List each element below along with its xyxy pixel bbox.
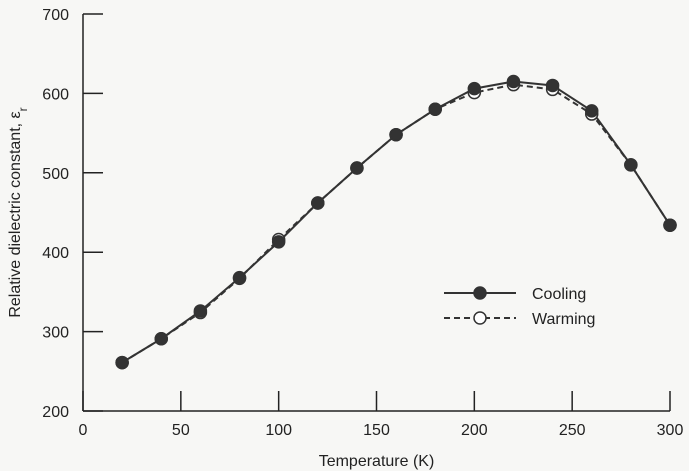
x-tick-label: 200 bbox=[461, 422, 488, 439]
cooling-point bbox=[389, 127, 403, 142]
cooling-point bbox=[545, 78, 560, 93]
axes bbox=[82, 14, 670, 412]
y-tick-label: 400 bbox=[42, 245, 69, 262]
x-tick-label: 250 bbox=[559, 422, 586, 439]
warming-line bbox=[121, 83, 671, 364]
series-layer bbox=[115, 74, 677, 370]
y-tick-label: 700 bbox=[42, 7, 69, 24]
y-axis-label: Relative dielectric constant, εr bbox=[7, 107, 30, 317]
x-axis-label: Temperature (K) bbox=[319, 453, 435, 470]
cooling-point bbox=[154, 331, 169, 346]
cooling-point bbox=[467, 81, 482, 96]
x-tick-label: 150 bbox=[363, 422, 390, 439]
cooling-point bbox=[663, 218, 677, 232]
legend-cooling-marker bbox=[473, 286, 487, 300]
legend: Cooling Warming bbox=[444, 286, 595, 328]
y-tick-label: 200 bbox=[42, 404, 69, 421]
cooling-point bbox=[311, 196, 325, 210]
cooling-point bbox=[232, 270, 247, 285]
x-tick-label: 100 bbox=[265, 422, 292, 439]
cooling-point bbox=[624, 158, 638, 172]
y-axis-label-subscript: r bbox=[16, 107, 30, 111]
cooling-point bbox=[506, 74, 521, 89]
cooling-point bbox=[115, 355, 129, 370]
cooling-point bbox=[584, 104, 599, 118]
legend-warming-label: Warming bbox=[532, 311, 595, 328]
legend-cooling-label: Cooling bbox=[532, 286, 586, 303]
y-tick-label: 300 bbox=[42, 325, 69, 342]
x-tick-label: 0 bbox=[79, 422, 88, 439]
cooling-point bbox=[350, 161, 364, 175]
legend-warming-marker bbox=[473, 311, 487, 325]
ticks: 0 50 100 150 200 250 300 200 300 400 500 600 700 bbox=[42, 7, 683, 439]
cooling-point bbox=[193, 304, 208, 318]
cooling-point bbox=[428, 102, 442, 117]
y-tick-label: 600 bbox=[42, 86, 69, 103]
x-tick-label: 50 bbox=[172, 422, 190, 439]
y-tick-label: 500 bbox=[42, 166, 69, 183]
cooling-point bbox=[271, 235, 286, 249]
x-tick-label: 300 bbox=[657, 422, 684, 439]
